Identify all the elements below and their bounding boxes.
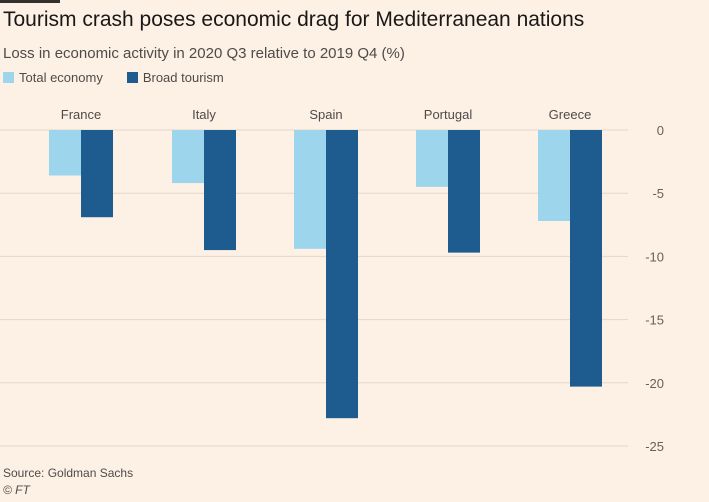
- legend-item-total-economy: Total economy: [3, 70, 103, 85]
- bar-portugal-total-economy: [416, 130, 448, 187]
- category-label: Italy: [192, 107, 216, 122]
- y-tick-label: 0: [657, 123, 664, 138]
- legend-swatch-total-economy: [3, 72, 14, 83]
- chart-subtitle: Loss in economic activity in 2020 Q3 rel…: [3, 45, 405, 62]
- y-tick-label: -10: [645, 249, 664, 264]
- y-tick-label: -15: [645, 313, 664, 328]
- y-tick-label: -5: [652, 186, 664, 201]
- legend-swatch-broad-tourism: [126, 72, 138, 83]
- bar-greece-broad-tourism: [570, 130, 602, 387]
- category-label: Greece: [549, 107, 592, 122]
- bar-italy-total-economy: [172, 130, 204, 184]
- source-note: Source: Goldman Sachs: [3, 466, 134, 480]
- bar-chart: 0 -5 -10 -15 -20 -25 France Italy Spain Portugal G…: [0, 107, 664, 454]
- category-label: France: [61, 107, 101, 122]
- bar-spain-broad-tourism: [326, 130, 358, 419]
- legend-label-total-economy: Total economy: [19, 70, 103, 85]
- y-tick-label: -20: [645, 376, 664, 391]
- category-label: Spain: [309, 107, 342, 122]
- category-label: Portugal: [424, 107, 473, 122]
- bar-france-broad-tourism: [81, 130, 113, 218]
- legend-label-broad-tourism: Broad tourism: [142, 70, 224, 85]
- bar-italy-broad-tourism: [204, 130, 236, 251]
- bar-spain-total-economy: [294, 130, 326, 249]
- credit-note: © FT: [3, 483, 30, 497]
- y-tick-label: -25: [645, 439, 664, 454]
- legend: Total economy Broad tourism: [3, 70, 248, 85]
- bar-france-total-economy: [49, 130, 81, 176]
- chart-title: Tourism crash poses economic drag for Me…: [3, 8, 585, 31]
- legend-item-broad-tourism: Broad tourism: [126, 70, 224, 85]
- top-rule: [0, 0, 60, 3]
- bar-portugal-broad-tourism: [448, 130, 480, 253]
- bar-greece-total-economy: [538, 130, 570, 222]
